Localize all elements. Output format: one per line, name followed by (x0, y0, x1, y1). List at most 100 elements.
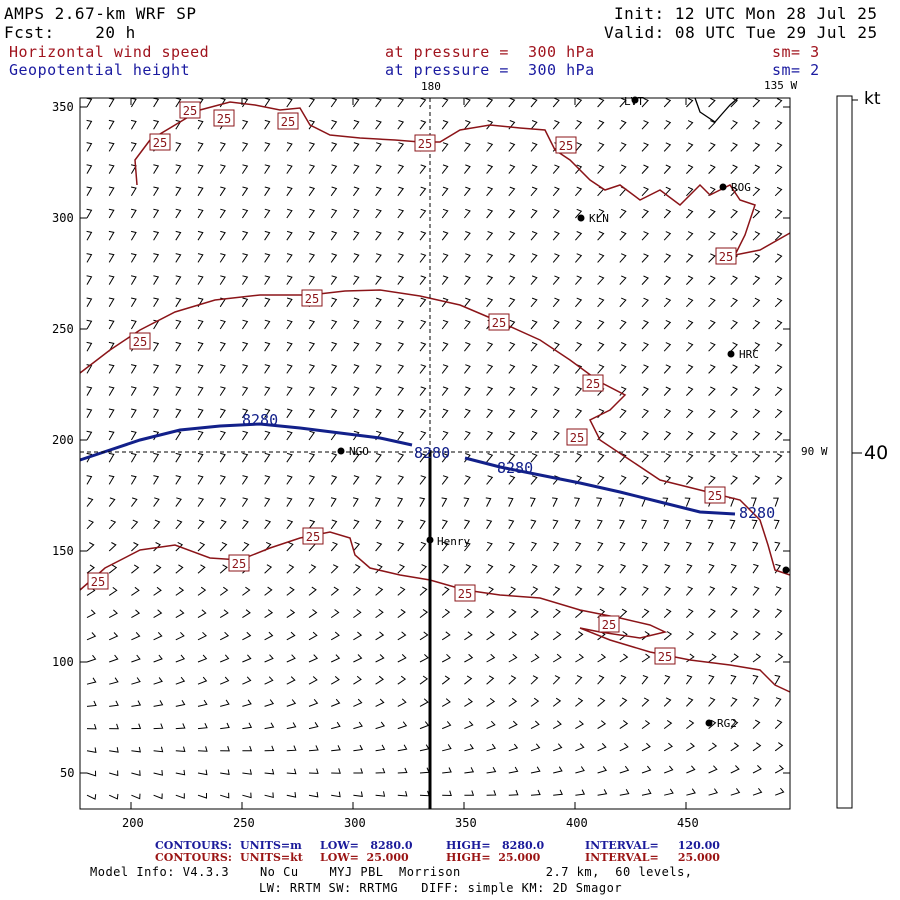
wind-barb (375, 654, 385, 663)
wind-barb (441, 297, 449, 308)
wind-barb (441, 342, 449, 352)
wind-barb (441, 253, 449, 263)
wind-contour-label-box (87, 572, 109, 590)
wind-barb (597, 541, 604, 552)
wind-barb (730, 742, 740, 752)
wind-barb (486, 231, 494, 241)
wind-barb (686, 608, 694, 618)
wind-barb (108, 253, 115, 263)
wind-barb (175, 475, 182, 485)
wind-barb (597, 297, 605, 308)
field2-name: Geopotential height (9, 61, 191, 79)
wind-barb (286, 297, 293, 308)
wind-barb (397, 430, 405, 441)
wind-barb (530, 475, 538, 485)
wind-barb (130, 364, 137, 374)
wind-barb (686, 319, 694, 330)
wind-barb (552, 97, 560, 108)
wind-barb (441, 275, 449, 285)
wind-barb (264, 186, 271, 197)
wind-barb (130, 430, 137, 441)
wind-contour-lower (79, 531, 791, 693)
wind-barb (752, 541, 759, 552)
wind-barb (752, 653, 762, 663)
wind-barb (619, 253, 627, 263)
wind-barb (264, 699, 275, 707)
wind-barb (308, 119, 316, 130)
wind-barb (774, 209, 783, 219)
wind-barb (464, 631, 473, 641)
wind-barb (752, 697, 760, 707)
wind-barb (241, 297, 249, 308)
wind-barb (308, 430, 316, 441)
footer-height-prefix: CONTOURS: (155, 839, 232, 852)
wind-barb (752, 97, 761, 108)
wind-contour-label-box (654, 647, 676, 665)
wind-barb (464, 275, 471, 285)
wind-barb (530, 364, 538, 374)
wind-barb (197, 609, 207, 619)
wind-barb (597, 564, 605, 574)
wind-barb (553, 789, 563, 796)
field1-level: at pressure = 300 hPa (385, 43, 595, 61)
wind-barb (619, 675, 627, 685)
wind-barb (464, 297, 471, 308)
wind-barb (242, 676, 252, 685)
wind-barb (264, 364, 271, 374)
wind-barb (175, 564, 184, 574)
wind-barb (752, 186, 761, 197)
wind-barb (774, 453, 783, 463)
wind-barb (175, 230, 182, 241)
wind-barb (508, 231, 516, 241)
wind-barb (308, 142, 316, 152)
wind-barb (86, 542, 95, 552)
wind-barb (441, 208, 449, 219)
x-tick-350: 350 (455, 816, 477, 830)
wind-barb (219, 253, 226, 263)
wind-barb (774, 630, 783, 641)
wind-barb (108, 587, 118, 596)
wind-barb (552, 208, 560, 219)
y-tick-350: 350 (52, 100, 74, 114)
wind-barb (730, 120, 738, 130)
station-marker-lvi (631, 96, 639, 104)
wind-barb (286, 768, 297, 775)
wind-barb (464, 164, 471, 174)
wind-barb (464, 231, 471, 241)
wind-barb (663, 453, 672, 463)
wind-barb (219, 97, 226, 108)
wind-barb (708, 430, 716, 441)
wind-barb (686, 631, 695, 641)
longitude-label-135w: 135 W (764, 79, 798, 92)
wind-barb (552, 631, 562, 641)
wind-barb (597, 364, 605, 374)
wind-barb (464, 142, 471, 152)
wind-barb (397, 698, 407, 707)
wind-barb (242, 519, 249, 530)
wind-contour-label: 25 (153, 136, 167, 150)
wind-barb (419, 564, 428, 574)
valid-time: Valid: 08 UTC Tue 29 Jul 25 (604, 23, 878, 42)
wind-barb (641, 208, 649, 219)
wind-contour-label-box (149, 133, 171, 151)
wind-barb (397, 564, 405, 574)
wind-barb (463, 519, 471, 530)
wind-barb (352, 430, 360, 441)
wind-barb (286, 408, 293, 419)
wind-barb (397, 142, 405, 152)
wind-contour-label: 25 (91, 575, 105, 589)
wind-contour-label-box (277, 112, 299, 130)
wind-barb (686, 120, 694, 130)
wind-barb (219, 475, 226, 485)
wind-barb (286, 253, 293, 263)
wind-barb (730, 674, 737, 685)
wind-barb (597, 97, 605, 108)
wind-barb (486, 675, 495, 685)
wind-barb (641, 120, 649, 130)
wind-barb (597, 697, 606, 707)
wind-barb (730, 275, 738, 285)
wind-barb (308, 564, 317, 574)
wind-barb (597, 120, 605, 130)
wind-barb (663, 608, 672, 618)
wind-barb (153, 793, 163, 800)
